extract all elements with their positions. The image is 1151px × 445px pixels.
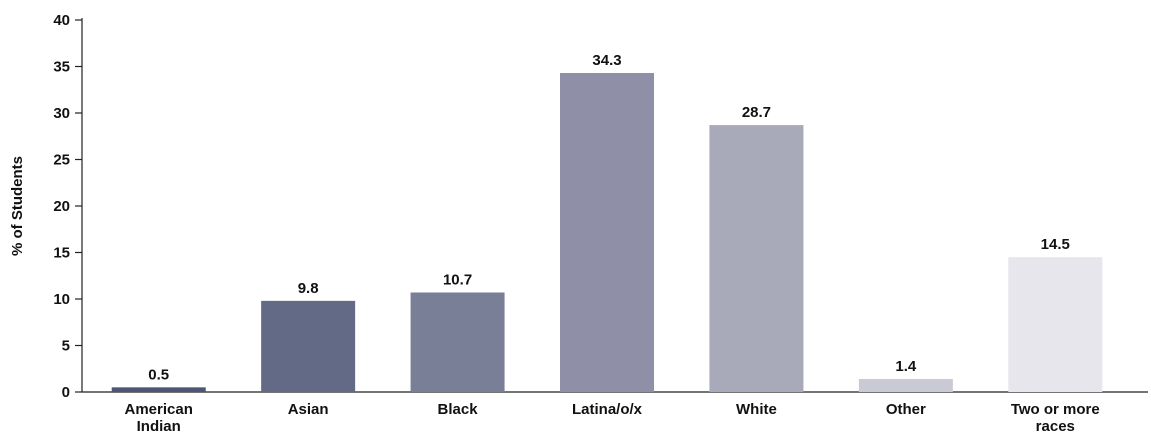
y-tick-label: 0: [62, 384, 70, 401]
x-tick-label: Asian: [288, 401, 329, 418]
bar: [261, 300, 356, 392]
x-tick-label: Black: [438, 401, 479, 418]
bar: [560, 73, 654, 392]
data-label: 34.3: [592, 52, 621, 69]
y-axis-title: % of Students: [9, 156, 26, 256]
y-tick-label: 5: [62, 338, 70, 355]
y-tick-label: 15: [53, 245, 70, 262]
data-label: 10.7: [443, 271, 472, 288]
data-label: 1.4: [895, 358, 917, 375]
x-tick-label: White: [736, 401, 777, 418]
x-tick-label: Two or more races: [1011, 401, 1100, 435]
x-tick-labels: American Indian Asian Black Latina/o/x White O…: [125, 401, 1100, 435]
x-tick-label: Latina/o/x: [572, 401, 643, 418]
bar: [410, 292, 505, 392]
data-label: 28.7: [742, 104, 771, 121]
y-tick-label: 35: [53, 59, 70, 76]
bars: [111, 73, 1103, 392]
bar: [858, 378, 953, 392]
data-labels: 0.5 9.8 10.7 34.3 28.7 1.4 14.5: [148, 52, 1070, 383]
y-tick-label: 10: [53, 291, 70, 308]
data-label: 0.5: [148, 366, 169, 383]
data-label: 9.8: [298, 280, 319, 297]
data-label: 14.5: [1041, 236, 1070, 253]
y-tick-label: 30: [53, 105, 70, 122]
y-tick-label: 25: [53, 152, 70, 169]
y-ticks: 0 5 10 15 20 25 30 35 40: [53, 12, 82, 401]
bar: [709, 125, 804, 392]
y-tick-label: 40: [53, 12, 70, 29]
bar: [1008, 257, 1103, 392]
y-tick-label: 20: [53, 198, 70, 215]
x-tick-label: Other: [886, 401, 926, 418]
bar: [111, 387, 206, 392]
x-tick-label: American Indian: [125, 401, 193, 435]
